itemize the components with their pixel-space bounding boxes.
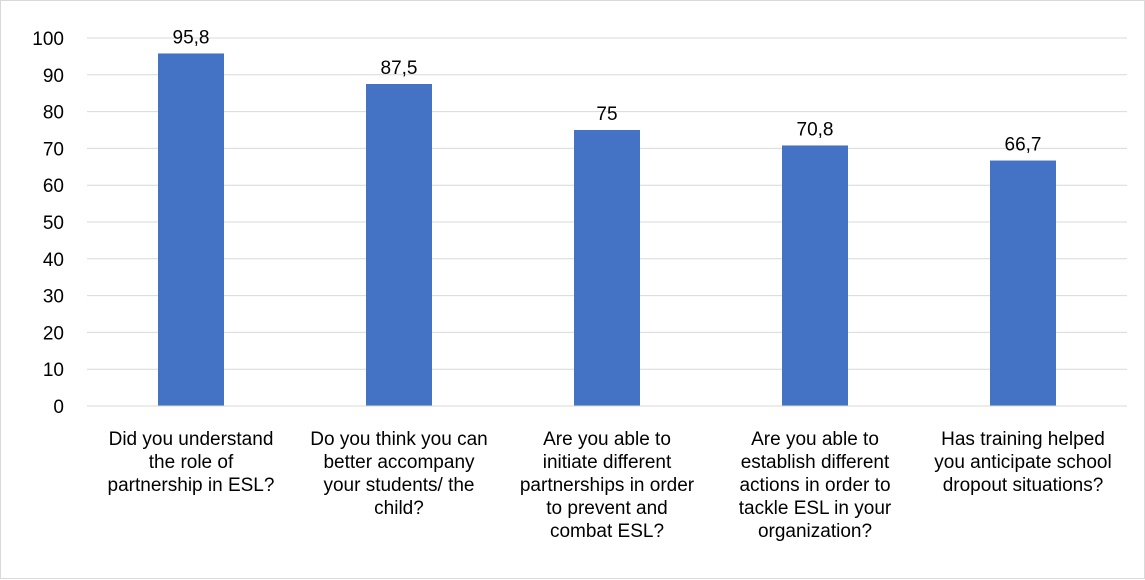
category-label-line: organization? <box>758 521 872 542</box>
y-tick-label: 90 <box>43 66 64 87</box>
bar <box>990 161 1056 406</box>
category-label-line: Did you understand <box>109 429 274 450</box>
category-label-line: better accompany <box>323 452 475 473</box>
category-label-line: your students/ the <box>323 475 474 496</box>
category-label-line: to prevent and <box>546 498 667 519</box>
y-tick-label: 70 <box>43 139 64 160</box>
y-tick-label: 80 <box>43 103 64 124</box>
category-label-line: actions in order to <box>739 475 890 496</box>
data-label: 70,8 <box>797 119 834 140</box>
y-tick-label: 40 <box>43 250 64 271</box>
category-label-line: partnership in ESL? <box>108 475 275 496</box>
y-tick-label: 50 <box>43 213 64 234</box>
category-label-line: you anticipate school <box>934 452 1111 473</box>
y-tick-label: 10 <box>43 360 64 381</box>
category-label-line: Are you able to <box>543 429 671 450</box>
category-label-line: Do you think you can <box>310 429 487 450</box>
data-label: 95,8 <box>173 27 210 48</box>
y-axis-tick-labels: 0 10 20 30 40 50 60 70 80 90 100 <box>32 29 64 418</box>
category-label-line: tackle ESL in your <box>739 498 892 519</box>
bar <box>158 53 224 406</box>
y-tick-label: 30 <box>43 287 64 308</box>
category-label-line: child? <box>374 498 424 519</box>
category-label-line: partnerships in order <box>520 475 695 496</box>
y-tick-label: 20 <box>43 323 64 344</box>
category-label-line: Are you able to <box>751 429 879 450</box>
data-label: 75 <box>596 104 617 125</box>
bar <box>366 84 432 406</box>
category-label-line: the role of <box>149 452 234 473</box>
category-label-line: combat ESL? <box>550 521 664 542</box>
category-label-line: establish different <box>741 452 890 473</box>
y-tick-label: 100 <box>32 29 64 50</box>
y-tick-label: 0 <box>53 397 64 418</box>
data-label: 66,7 <box>1005 135 1042 156</box>
data-label: 87,5 <box>381 58 418 79</box>
category-label-line: dropout situations? <box>943 475 1104 496</box>
category-label-line: initiate different <box>543 452 672 473</box>
category-label-line: Has training helped <box>941 429 1105 450</box>
bar <box>574 130 640 406</box>
bar <box>782 145 848 406</box>
y-tick-label: 60 <box>43 176 64 197</box>
